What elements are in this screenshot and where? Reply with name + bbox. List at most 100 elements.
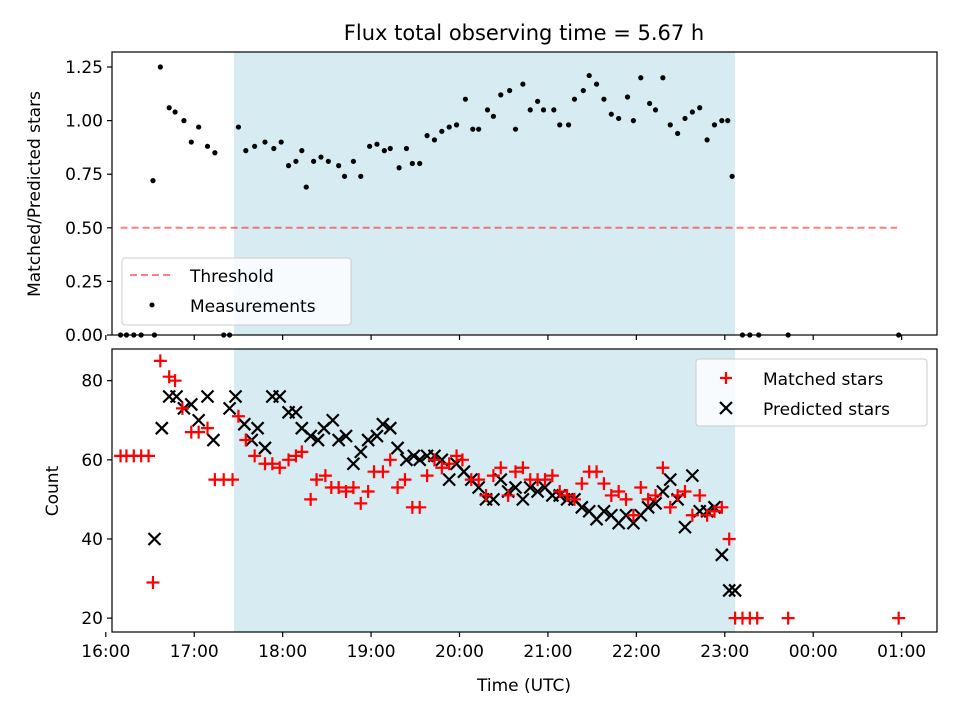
measurement-point [172, 109, 178, 115]
measurement-point [557, 122, 563, 128]
predicted-star-marker [412, 453, 427, 467]
matched-star-marker [361, 484, 375, 498]
measurement-point [512, 126, 519, 132]
matched-star-marker [553, 484, 567, 498]
measurement-point [293, 158, 299, 164]
measurement-point [271, 145, 277, 152]
ratio-y-tick-label: 1.00 [65, 112, 103, 132]
time-x-tick-label: 20:00 [435, 642, 484, 662]
measurement-point [278, 139, 284, 145]
measurement-point [630, 118, 637, 124]
measurement-point [498, 92, 504, 98]
time-x-tick-label: 21:00 [523, 642, 572, 662]
measurement-point [667, 122, 673, 128]
matched-star-marker [538, 473, 552, 487]
time-x-tick-label: 18:00 [258, 642, 307, 662]
matched-star-marker [200, 421, 214, 435]
time-x-tick-label: 22:00 [612, 642, 661, 662]
legend-predicted-swatch [719, 401, 733, 415]
measurement-point [652, 107, 659, 113]
predicted-star-marker [407, 449, 421, 463]
measurement-point [166, 105, 172, 111]
measurement-point [711, 122, 718, 128]
measurement-point [484, 107, 491, 113]
measurement-point [350, 158, 356, 164]
ratio-y-tick-label: 0.00 [65, 326, 103, 346]
matched-star-marker [892, 611, 906, 625]
matched-star-marker [153, 354, 167, 368]
matched-star-marker [663, 500, 677, 514]
measurement-point [593, 81, 600, 87]
predicted-star-marker [715, 548, 729, 562]
time-x-axis-label: Time (UTC) [476, 676, 571, 696]
matched-star-marker [383, 453, 397, 467]
count-plot-frame [111, 348, 938, 633]
predicted-star-marker [678, 520, 692, 534]
predicted-star-marker [530, 484, 545, 499]
matched-star-marker [685, 508, 699, 522]
measurement-point [150, 178, 156, 184]
chart-title: Flux total observing time = 5.67 h [344, 21, 704, 45]
matched-star-marker [700, 508, 714, 522]
matched-star-marker [435, 461, 449, 475]
matched-star-marker [442, 457, 456, 471]
matched-star-marker [282, 453, 296, 467]
measurement-point [311, 158, 317, 164]
measurement-point [157, 64, 163, 70]
time-x-tick-label: 19:00 [347, 642, 396, 662]
measurement-point [660, 75, 666, 81]
predicted-star-marker [523, 480, 538, 495]
count-y-tick-label: 20 [81, 609, 103, 629]
matched-star-marker [567, 492, 581, 506]
measurement-point [396, 165, 402, 171]
ratio-plot-frame [111, 51, 938, 336]
measurement-point [235, 124, 242, 130]
ratio-y-tick-label: 0.25 [65, 272, 103, 292]
ratio-panel: 0.00 0.25 0.50 0.75 1.00 1.25 Matched/Predict… [25, 51, 938, 346]
matched-star-marker [192, 425, 206, 439]
predicted-star-marker [370, 429, 384, 443]
predicted-star-marker [155, 421, 169, 435]
measurement-point [470, 126, 476, 132]
observing-interval-shade-bottom [234, 349, 736, 632]
predicted-star-marker [597, 504, 611, 519]
measurement-point [704, 137, 710, 143]
measurement-point [580, 87, 586, 94]
predicted-star-marker [516, 492, 530, 507]
measurement-point [374, 141, 380, 147]
count-y-axis-ticks: 20 40 60 80 [81, 372, 112, 629]
matched-star-marker [273, 461, 287, 475]
measurement-point [367, 143, 373, 149]
matched-star-marker [146, 576, 160, 590]
measurement-point [387, 145, 393, 152]
measurement-point [439, 128, 445, 134]
measurement-point [325, 158, 331, 164]
measurement-point [507, 87, 513, 94]
measurement-point [262, 139, 268, 145]
measurement-point [409, 160, 415, 167]
predicted-star-marker [272, 389, 287, 404]
matched-star-marker [427, 453, 441, 467]
predicted-star-marker [399, 453, 414, 467]
matched-star-marker [231, 409, 245, 423]
time-x-tick-label: 23:00 [700, 642, 749, 662]
matched-star-marker [781, 611, 795, 625]
measurement-point [424, 133, 430, 139]
ratio-y-axis-label: Matched/Predicted stars [25, 91, 45, 297]
matched-star-marker [722, 532, 736, 546]
matched-star-marker [265, 457, 279, 471]
matched-star-marker [168, 374, 182, 388]
matched-star-marker [707, 504, 721, 518]
measurement-point [608, 111, 614, 117]
matched-star-marker [678, 484, 692, 498]
ratio-y-tick-label: 0.50 [65, 219, 103, 239]
matched-star-marker [486, 469, 500, 483]
time-x-axis-ticks: 16:00 17:00 18:00 19:00 20:00 21:00 22:00 23:00… [81, 632, 926, 662]
predicted-star-marker [258, 441, 272, 455]
ratio-y-tick-label: 0.75 [65, 165, 103, 185]
matched-star-marker [239, 433, 253, 447]
matched-star-marker [413, 500, 427, 514]
predicted-star-marker [346, 457, 361, 471]
matched-star-marker [420, 469, 434, 483]
